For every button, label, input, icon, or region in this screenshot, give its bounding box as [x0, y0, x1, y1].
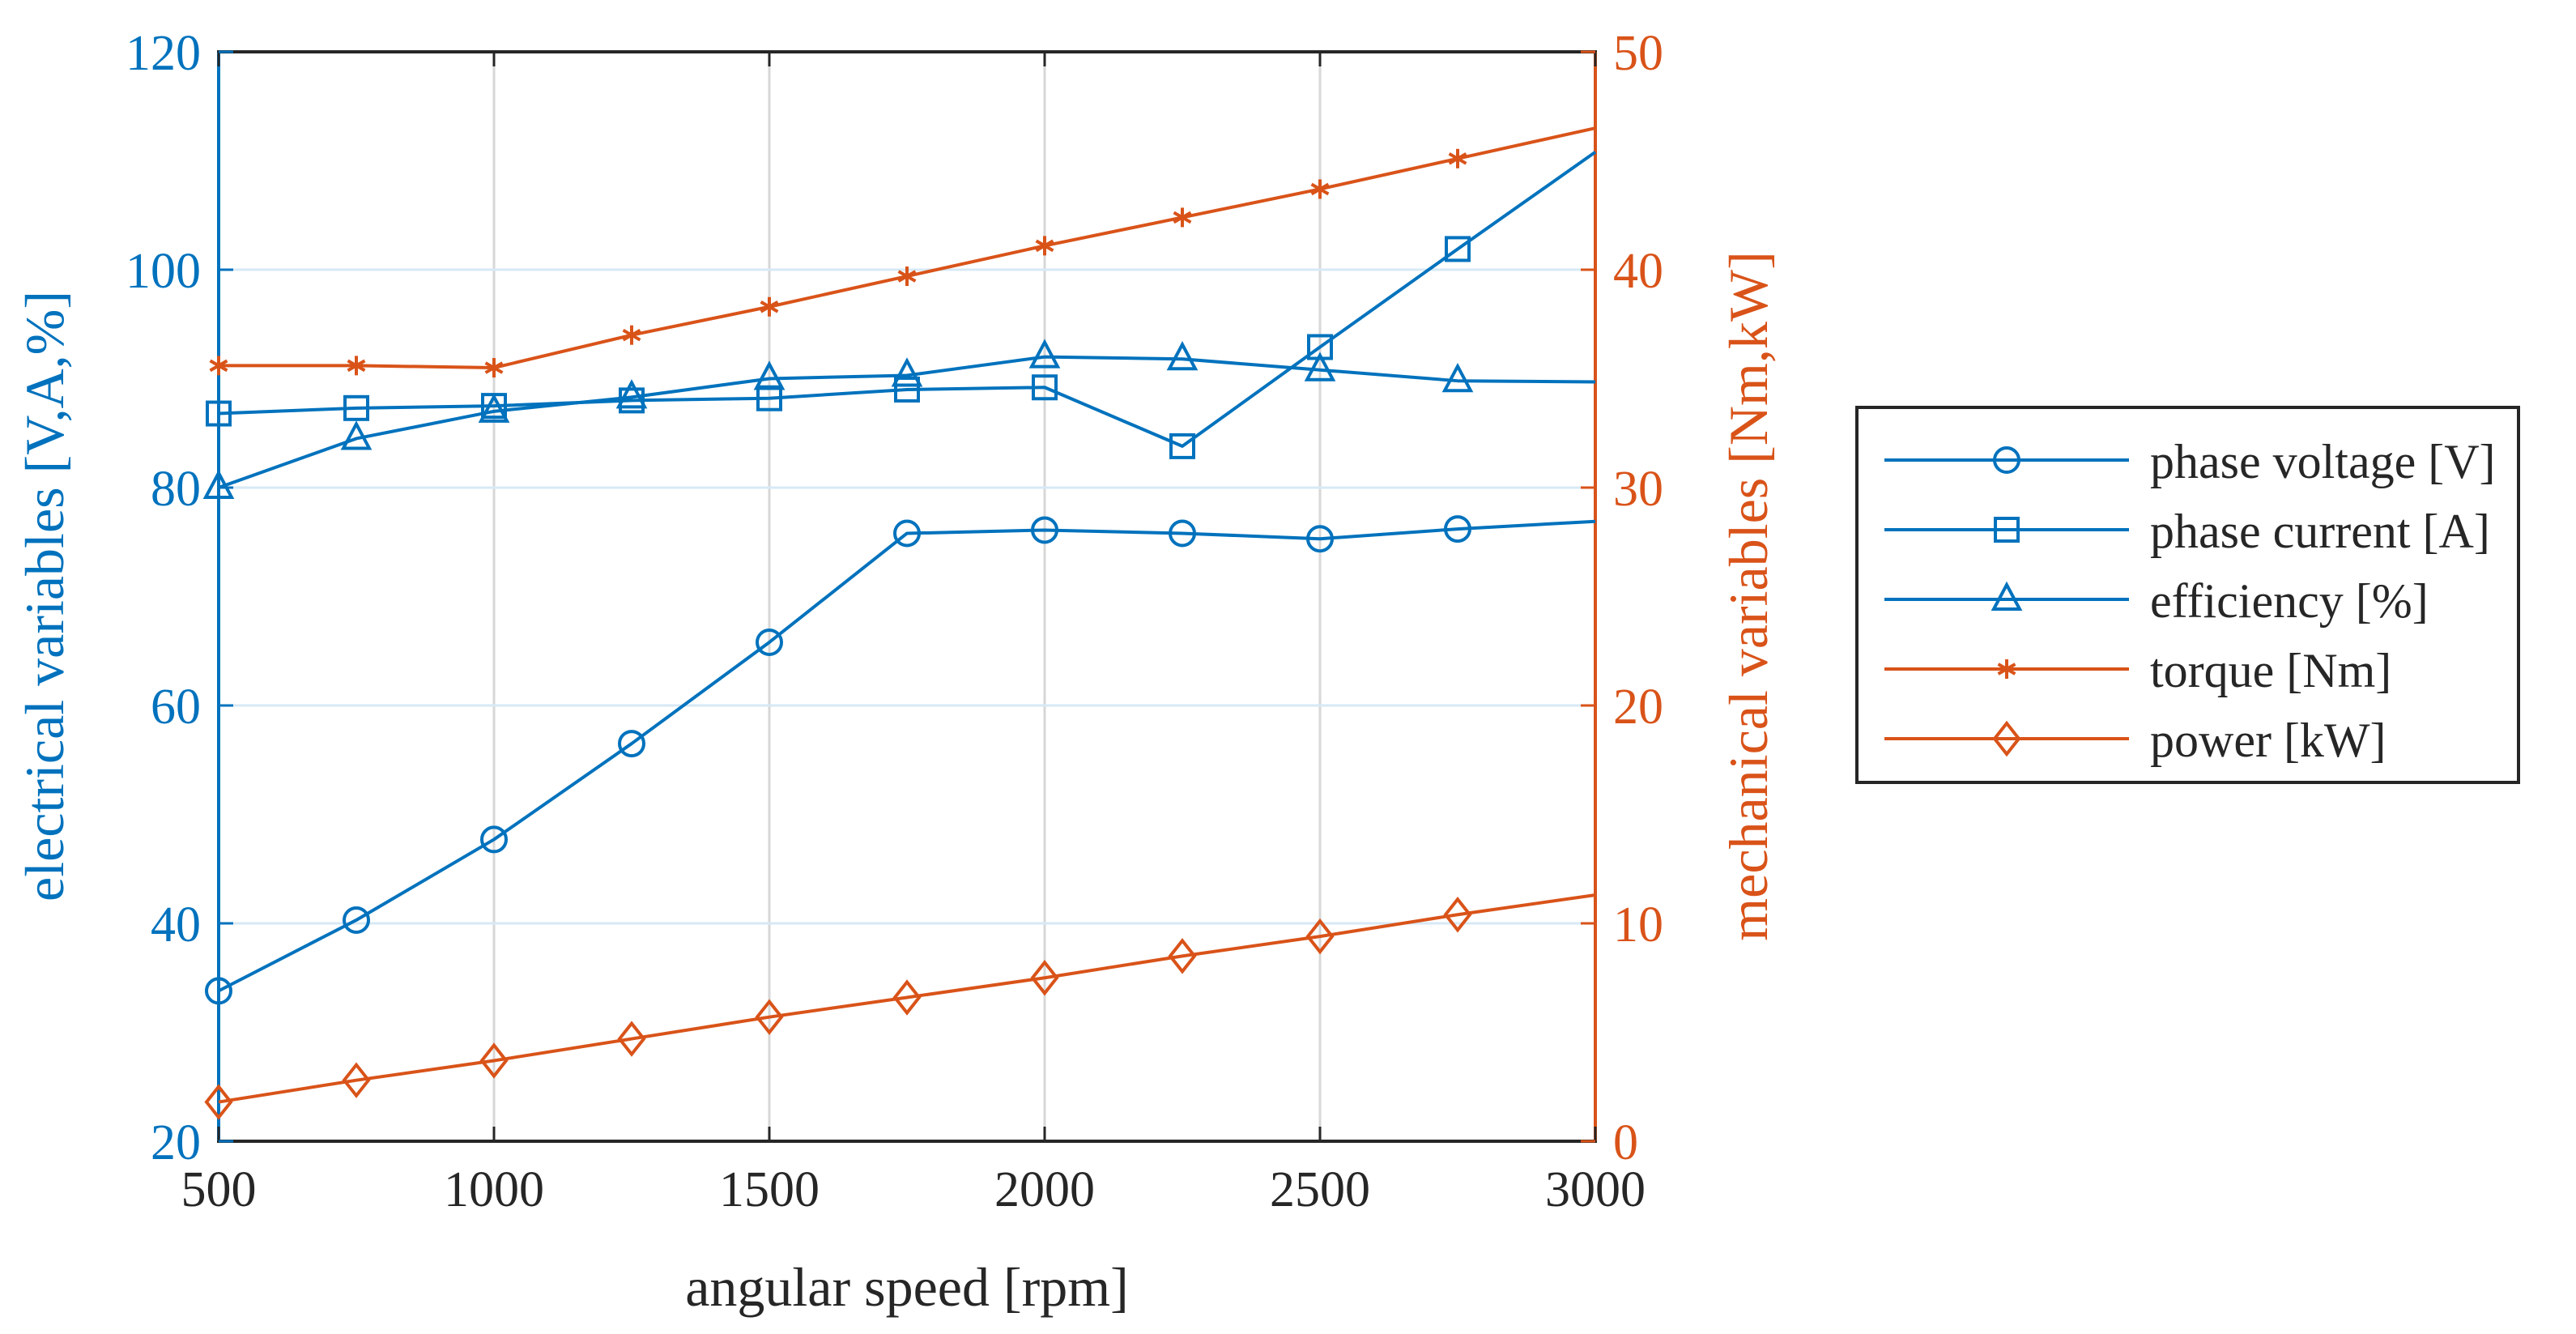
- grid: [219, 52, 1595, 1141]
- data-point: [1166, 341, 1199, 371]
- legend: phase voltage [V] phase current [A] effici…: [1855, 406, 2520, 784]
- data-point: [1030, 960, 1059, 996]
- legend-box: [1855, 406, 2520, 784]
- data-point: [756, 628, 783, 656]
- data-point: [894, 376, 920, 403]
- data-point: [484, 358, 504, 378]
- data-point: [897, 266, 917, 287]
- data-point: [1306, 525, 1334, 553]
- legend-marker: [1997, 659, 2016, 679]
- data-point: [1169, 433, 1195, 459]
- data-point: [892, 979, 922, 1016]
- legend-label: torque [Nm]: [2150, 644, 2391, 697]
- data-point: [618, 730, 645, 758]
- data-point: [753, 360, 786, 390]
- data-point: [1035, 236, 1054, 256]
- data-point: [1310, 179, 1330, 199]
- data-point: [1028, 339, 1061, 369]
- legend-marker: [1991, 581, 2023, 611]
- data-point: [1443, 897, 1472, 933]
- data-point: [480, 825, 508, 854]
- y-right-tick-label: 30: [1613, 462, 1663, 517]
- data-point: [1445, 236, 1471, 262]
- legend-label: power [kW]: [2150, 714, 2387, 767]
- x-tick-label: 1500: [719, 1162, 820, 1217]
- data-point: [615, 379, 648, 409]
- y-right-tick-label: 20: [1613, 680, 1663, 735]
- x-tick-label: 500: [181, 1162, 257, 1217]
- y-right-tick-label: 40: [1613, 244, 1663, 299]
- data-point: [478, 393, 510, 423]
- data-point: [1031, 516, 1058, 544]
- y-left-tick-label: 40: [151, 897, 201, 953]
- data-point: [342, 1062, 371, 1098]
- legend-label: phase current [A]: [2150, 505, 2490, 558]
- series-line-1: [218, 519, 1596, 993]
- data-point: [205, 977, 232, 1005]
- series: [202, 126, 1597, 1120]
- data-point: [347, 356, 366, 376]
- y-right-tick-label: 10: [1613, 897, 1663, 953]
- y-left-tick-label: 80: [151, 462, 201, 517]
- legend-entries: phase voltage [V] phase current [A] effici…: [1884, 435, 2496, 767]
- y-right-tick-label: 50: [1613, 26, 1663, 81]
- data-point: [617, 1021, 646, 1057]
- axes: 500 1000 1500 2000 2500 3000 20 40 60 80 100 120 0 10…: [126, 26, 1663, 1217]
- data-point: [622, 325, 641, 345]
- data-point: [340, 420, 373, 450]
- data-point: [206, 400, 232, 427]
- y-left-tick-label: 60: [151, 680, 201, 735]
- data-point: [1173, 207, 1192, 228]
- legend-marker: [1994, 517, 2020, 543]
- data-point: [893, 519, 921, 548]
- data-point: [1032, 374, 1058, 401]
- data-point: [760, 296, 779, 317]
- x-tick-label: 2500: [1270, 1162, 1370, 1217]
- y-left-axis-label: electrical variables [V,A,%]: [14, 291, 75, 901]
- y-left-tick-label: 20: [151, 1115, 201, 1170]
- x-tick-label: 3000: [1545, 1162, 1646, 1217]
- data-point: [479, 1042, 509, 1079]
- x-axis-label: angular speed [rpm]: [685, 1256, 1129, 1318]
- data-point: [1168, 938, 1197, 974]
- data-point: [343, 394, 369, 421]
- y-left-tick-label: 100: [126, 244, 201, 299]
- data-point: [891, 357, 923, 387]
- y-right-axis-label: mechanical variables [Nm,kW]: [1718, 251, 1779, 941]
- data-point: [1169, 519, 1196, 548]
- data-point: [1304, 352, 1336, 381]
- legend-marker: [1993, 446, 2020, 474]
- series-line-5: [218, 893, 1596, 1104]
- y-left-tick-label: 120: [126, 26, 201, 81]
- data-point: [202, 469, 235, 499]
- legend-label: phase voltage [V]: [2150, 435, 2496, 488]
- data-point: [1444, 515, 1471, 543]
- y-right-tick-label: 0: [1613, 1115, 1638, 1170]
- data-point: [209, 356, 228, 376]
- x-tick-label: 2000: [994, 1162, 1095, 1217]
- legend-label: efficiency [%]: [2150, 574, 2429, 628]
- data-point: [204, 1084, 233, 1120]
- series-line-2: [218, 151, 1597, 448]
- data-point: [1441, 362, 1474, 393]
- legend-marker: [1992, 720, 2021, 757]
- data-point: [343, 906, 370, 934]
- data-point: [1305, 918, 1335, 955]
- series-line-3: [218, 355, 1596, 489]
- data-point: [755, 999, 784, 1035]
- data-point: [1448, 148, 1467, 168]
- x-tick-label: 1000: [444, 1162, 544, 1217]
